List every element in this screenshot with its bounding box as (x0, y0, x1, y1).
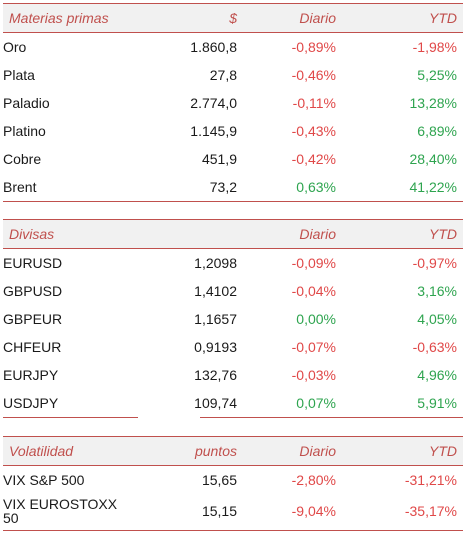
row-name: USDJPY (3, 395, 59, 411)
row-ytd-change: 41,22% (409, 179, 457, 195)
header-daily: Diario (299, 10, 336, 26)
header-unit: puntos (194, 443, 237, 459)
row-ytd-change: -1,98% (412, 39, 457, 55)
row-name: GBPEUR (3, 311, 63, 327)
volatility-divider (3, 530, 463, 531)
table-row: Brent 73,2 0,63% 41,22% (3, 173, 463, 201)
table-row: EURJPY 132,76 -0,03% 4,96% (3, 361, 463, 389)
row-ytd-change: -35,17% (404, 503, 457, 519)
row-value: 132,76 (194, 367, 237, 383)
row-ytd-change: 28,40% (409, 151, 457, 167)
row-value: 15,65 (201, 472, 237, 488)
table-row: Oro 1.860,8 -0,89% -1,98% (3, 33, 463, 61)
row-daily-change: -0,11% (292, 95, 336, 111)
row-name: EURJPY (3, 367, 59, 383)
row-daily-change: 0,63% (296, 179, 336, 195)
header-ytd: YTD (429, 10, 457, 26)
currencies-header: Divisas Diario YTD (3, 219, 463, 249)
volatility-table: Volatilidad puntos Diario YTD VIX S&P 50… (3, 436, 463, 528)
row-ytd-change: -0,63% (412, 339, 457, 355)
header-name: Materias primas (9, 10, 109, 26)
row-value: 1,1657 (194, 311, 237, 327)
header-ytd: YTD (429, 226, 457, 242)
row-daily-change: -0,03% (291, 367, 336, 383)
header-ytd: YTD (429, 443, 457, 459)
table-row: USDJPY 109,74 0,07% 5,91% (3, 389, 463, 417)
header-unit: $ (229, 10, 237, 26)
row-daily-change: -0,42% (291, 151, 336, 167)
row-ytd-change: -0,97% (412, 255, 457, 271)
row-name: Plata (3, 67, 35, 83)
row-daily-change: -2,80% (291, 472, 336, 488)
header-name: Volatilidad (9, 443, 74, 459)
row-daily-change: -0,46% (291, 67, 336, 83)
table-row: EURUSD 1,2098 -0,09% -0,97% (3, 249, 463, 277)
row-daily-change: 0,07% (296, 395, 336, 411)
row-name: Platino (3, 123, 46, 139)
row-ytd-change: 4,05% (417, 311, 457, 327)
table-row: GBPUSD 1,4102 -0,04% 3,16% (3, 277, 463, 305)
row-daily-change: -9,04% (291, 503, 336, 519)
header-name: Divisas (9, 226, 55, 242)
commodities-header: Materias primas $ Diario YTD (3, 3, 463, 33)
header-daily: Diario (299, 443, 336, 459)
row-ytd-change: 3,16% (417, 283, 457, 299)
row-ytd-change: 5,91% (417, 395, 457, 411)
row-value: 1.145,9 (190, 123, 237, 139)
row-ytd-change: -31,21% (404, 472, 457, 488)
currencies-divider-right (200, 417, 463, 418)
row-name: VIX S&P 500 (3, 472, 85, 488)
row-value: 109,74 (194, 395, 237, 411)
row-name: Cobre (3, 151, 42, 167)
row-ytd-change: 6,89% (417, 123, 457, 139)
table-row: VIX EUROSTOXX 50 15,15 -9,04% -35,17% (3, 494, 463, 528)
row-daily-change: -0,09% (291, 255, 336, 271)
row-name: GBPUSD (3, 283, 63, 299)
row-value: 15,15 (201, 503, 237, 519)
volatility-header: Volatilidad puntos Diario YTD (3, 436, 463, 466)
currencies-table: Divisas Diario YTD EURUSD 1,2098 -0,09% -0,… (3, 219, 463, 417)
row-value: 451,9 (201, 151, 237, 167)
table-row: VIX S&P 500 15,65 -2,80% -31,21% (3, 466, 463, 494)
row-daily-change: 0,00% (296, 311, 336, 327)
row-name: EURUSD (3, 255, 63, 271)
row-ytd-change: 13,28% (409, 95, 457, 111)
row-value: 27,8 (209, 67, 237, 83)
commodities-table: Materias primas $ Diario YTD Oro 1.860,8 -… (3, 3, 463, 201)
row-value: 1.860,8 (190, 39, 237, 55)
table-row: Plata 27,8 -0,46% 5,25% (3, 61, 463, 89)
row-daily-change: -0,43% (291, 123, 336, 139)
row-ytd-change: 4,96% (417, 367, 457, 383)
row-value: 2.774,0 (190, 95, 237, 111)
row-daily-change: -0,07% (291, 339, 336, 355)
table-row: Platino 1.145,9 -0,43% 6,89% (3, 117, 463, 145)
currencies-divider-left (3, 417, 138, 418)
row-ytd-change: 5,25% (417, 67, 457, 83)
row-value: 0,9193 (194, 339, 237, 355)
table-row: GBPEUR 1,1657 0,00% 4,05% (3, 305, 463, 333)
row-name: Paladio (3, 95, 50, 111)
row-name: CHFEUR (3, 339, 62, 355)
row-daily-change: -0,89% (291, 39, 336, 55)
table-row: CHFEUR 0,9193 -0,07% -0,63% (3, 333, 463, 361)
row-value: 1,4102 (194, 283, 237, 299)
row-name: Oro (3, 39, 27, 55)
table-row: Cobre 451,9 -0,42% 28,40% (3, 145, 463, 173)
row-value: 1,2098 (194, 255, 237, 271)
row-daily-change: -0,04% (291, 283, 336, 299)
commodities-divider (3, 201, 463, 202)
row-name: VIX EUROSTOXX 50 (3, 496, 118, 526)
row-value: 73,2 (209, 179, 237, 195)
header-daily: Diario (299, 226, 336, 242)
table-row: Paladio 2.774,0 -0,11% 13,28% (3, 89, 463, 117)
row-name: Brent (3, 179, 37, 195)
